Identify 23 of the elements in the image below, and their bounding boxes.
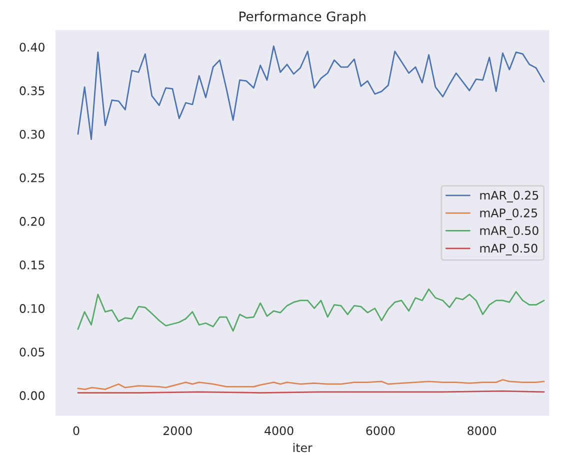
x-axis-title: iter [293,443,312,452]
line-series [77,379,545,390]
y-tick-label: 0.00 [20,391,44,400]
y-tick-label: 0.05 [20,348,44,357]
line-series [77,45,545,140]
y-tick-label: 0.40 [20,42,44,52]
x-tick-label: 0 [73,426,80,436]
x-tick-label: 8000 [468,426,496,436]
legend-label: mAP_0.50 [480,244,538,256]
line-series [77,288,545,332]
y-tick-label: 0.35 [20,86,44,96]
y-tick-label: 0.20 [20,216,44,226]
y-tick-label: 0.30 [20,130,44,139]
x-tick-label: 2000 [164,426,192,436]
chart-title: Performance Graph [240,11,366,24]
x-tick-label: 6000 [366,426,395,436]
y-tick-label: 0.25 [20,173,44,182]
x-tick-label: 4000 [264,426,294,436]
legend-label: mAP_0.25 [480,208,538,220]
y-tick-label: 0.15 [20,260,44,270]
y-tick-label: 0.10 [20,304,44,313]
legend-label: mAR_0.25 [480,190,538,202]
legend-label: mAR_0.50 [480,226,538,238]
